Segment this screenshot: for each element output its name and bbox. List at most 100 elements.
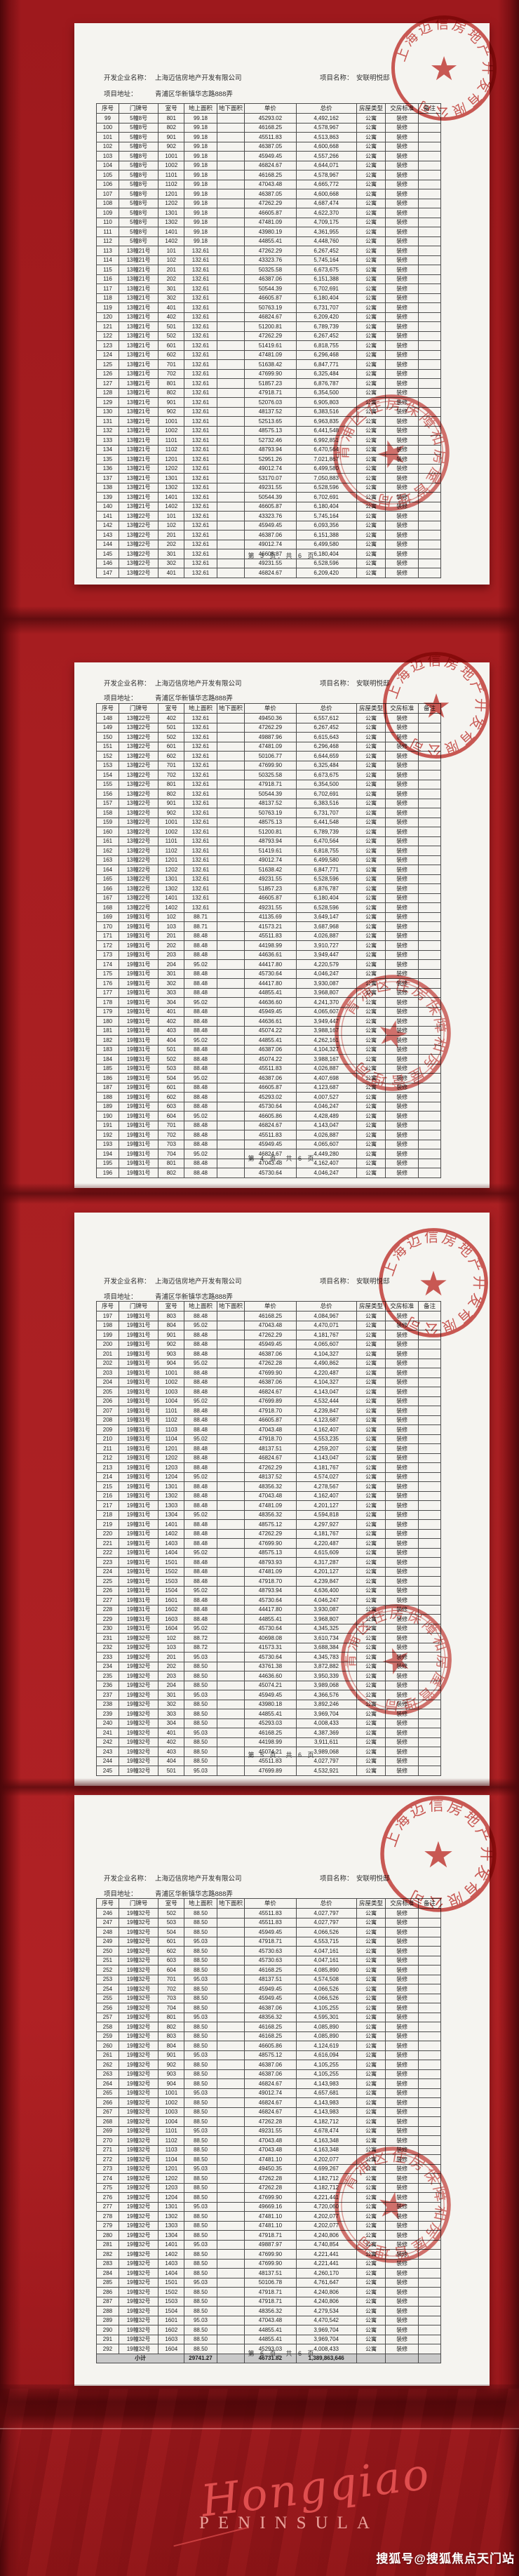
- table-cell: [216, 492, 245, 502]
- table-cell: 132.61: [184, 883, 217, 894]
- table-cell: 88.48: [184, 1101, 217, 1112]
- table-cell: [216, 1718, 245, 1728]
- table-cell: [216, 1120, 245, 1130]
- table-cell: 装修: [385, 1927, 419, 1937]
- table-cell: 223: [96, 1557, 119, 1568]
- table-cell: 1603: [158, 1614, 185, 1624]
- table-cell: [418, 2306, 441, 2316]
- table-cell: 19幢31号: [118, 1509, 159, 1520]
- table-cell: [216, 1073, 245, 1083]
- table-cell: 4,220,487: [295, 1368, 357, 1378]
- table-cell: [216, 2078, 245, 2089]
- table-cell: [418, 1680, 441, 1690]
- table-cell: 502: [158, 732, 185, 742]
- table-cell: 公寓: [356, 1528, 386, 1539]
- table-cell: 19幢32号: [118, 2116, 159, 2127]
- table-cell: 88.50: [184, 1965, 217, 1975]
- table-cell: 公寓: [356, 1604, 386, 1615]
- table-row: 203 19幢31号 1001 88.48 47699.90 4,220,487 公寓 装修: [96, 1368, 441, 1378]
- table-cell: [216, 1063, 245, 1074]
- table-cell: 公寓: [356, 2163, 386, 2174]
- address-value: 青浦区华新镇华志路888弄: [155, 1890, 233, 1898]
- table-row: 208 19幢31号 1102 88.48 46605.87 4,123,687 公寓 装修: [96, 1415, 441, 1425]
- table-cell: 装修: [385, 1443, 419, 1454]
- table-cell: [216, 274, 245, 284]
- table-row: 144 13幢22号 202 132.61 49012.74 6,499,580 公寓 装修: [96, 539, 441, 549]
- table-cell: [216, 2173, 245, 2184]
- table-cell: 公寓: [356, 1661, 386, 1671]
- table-cell: [216, 2258, 245, 2269]
- table-cell: [418, 312, 441, 322]
- table-cell: 903: [158, 2069, 185, 2079]
- table-cell: 装修: [385, 387, 419, 398]
- table-cell: 4,066,526: [295, 1927, 357, 1937]
- table-cell: [216, 770, 245, 780]
- table-cell: 132.61: [184, 340, 217, 351]
- table-cell: 45949.45: [244, 1339, 297, 1349]
- table-cell: [216, 1614, 245, 1624]
- table-cell: 95.03: [184, 1936, 217, 1947]
- table-row: 290 19幢32号 1602 88.50 44855.41 3,969,704 公寓 装修: [96, 2325, 441, 2335]
- table-cell: 147: [96, 568, 119, 578]
- table-cell: 19幢31号: [118, 1035, 159, 1046]
- table-row: 127 13幢21号 801 132.61 51857.23 6,876,787 公寓 装修: [96, 378, 441, 389]
- table-cell: 6,615,643: [295, 732, 357, 742]
- table-cell: 4,143,983: [295, 2107, 357, 2117]
- table-cell: 186: [96, 1073, 119, 1083]
- column-header: 单价: [244, 103, 297, 114]
- table-cell: 4,123,687: [295, 1415, 357, 1425]
- table-cell: 4,143,047: [295, 1387, 357, 1397]
- table-cell: 公寓: [356, 1623, 386, 1634]
- table-cell: 166: [96, 883, 119, 894]
- table-cell: 132.61: [184, 463, 217, 474]
- table-cell: 公寓: [356, 160, 386, 171]
- table-cell: 47043.48: [244, 2315, 297, 2325]
- table-cell: 132.61: [184, 874, 217, 884]
- table-cell: [216, 151, 245, 161]
- table-cell: 132.61: [184, 539, 217, 549]
- table-cell: 13幢21号: [118, 406, 159, 417]
- table-cell: 88.48: [184, 1462, 217, 1473]
- table-cell: 1304: [158, 1509, 185, 1520]
- table-cell: 13幢21号: [118, 349, 159, 360]
- table-cell: 47918.71: [244, 2230, 297, 2241]
- table-cell: 公寓: [356, 1690, 386, 1700]
- company-name: 上海迈信房地产开发有限公司: [155, 1278, 242, 1286]
- table-cell: 261: [96, 2050, 119, 2060]
- table-cell: 公寓: [356, 1936, 386, 1947]
- table-cell: 47043.48: [244, 1424, 297, 1435]
- table-row: 138 13幢21号 1302 132.61 49231.55 6,528,596 公寓 装修: [96, 482, 441, 493]
- table-cell: 132.61: [184, 798, 217, 808]
- table-row: 288 19幢32号 1504 88.50 48356.32 4,279,534 公寓 装修: [96, 2306, 441, 2316]
- table-row: 141 13幢22号 101 132.61 43323.76 5,745,164 公寓 装修: [96, 511, 441, 521]
- table-cell: 88.48: [184, 1604, 217, 1615]
- table-cell: [216, 501, 245, 512]
- table-row: 210 19幢31号 1104 95.02 47918.70 4,553,235 公寓 装修: [96, 1434, 441, 1444]
- table-cell: 6,528,596: [295, 558, 357, 568]
- table-cell: 88.48: [184, 987, 217, 998]
- table-row: 115 13幢21号 201 132.61 50325.58 6,673,675 公寓 装修: [96, 265, 441, 275]
- table-cell: 47699.89: [244, 1396, 297, 1406]
- table-cell: 19幢32号: [118, 2041, 159, 2051]
- table-row: 101 5幢8号 901 99.18 45511.83 4,513,863 公寓 装修: [96, 132, 441, 142]
- table-cell: 13幢22号: [118, 568, 159, 578]
- table-cell: 47699.90: [244, 1538, 297, 1549]
- table-cell: 132.61: [184, 558, 217, 568]
- table-cell: 51857.23: [244, 883, 297, 894]
- table-cell: 256: [96, 2003, 119, 2013]
- table-cell: 45730.64: [244, 1595, 297, 1606]
- table-cell: 232: [96, 1642, 119, 1653]
- table-cell: [216, 968, 245, 979]
- table-cell: 288: [96, 2306, 119, 2316]
- table-cell: 19幢32号: [118, 2211, 159, 2222]
- table-cell: 装修: [385, 987, 419, 998]
- table-cell: [216, 1965, 245, 1975]
- table-cell: 19幢32号: [118, 1756, 159, 1766]
- table-cell: 88.50: [184, 1917, 217, 1928]
- table-cell: [418, 359, 441, 370]
- table-cell: 13幢21号: [118, 397, 159, 408]
- table-cell: [418, 208, 441, 218]
- table-cell: 275: [96, 2182, 119, 2193]
- table-cell: [418, 760, 441, 770]
- table-cell: 装修: [385, 798, 419, 808]
